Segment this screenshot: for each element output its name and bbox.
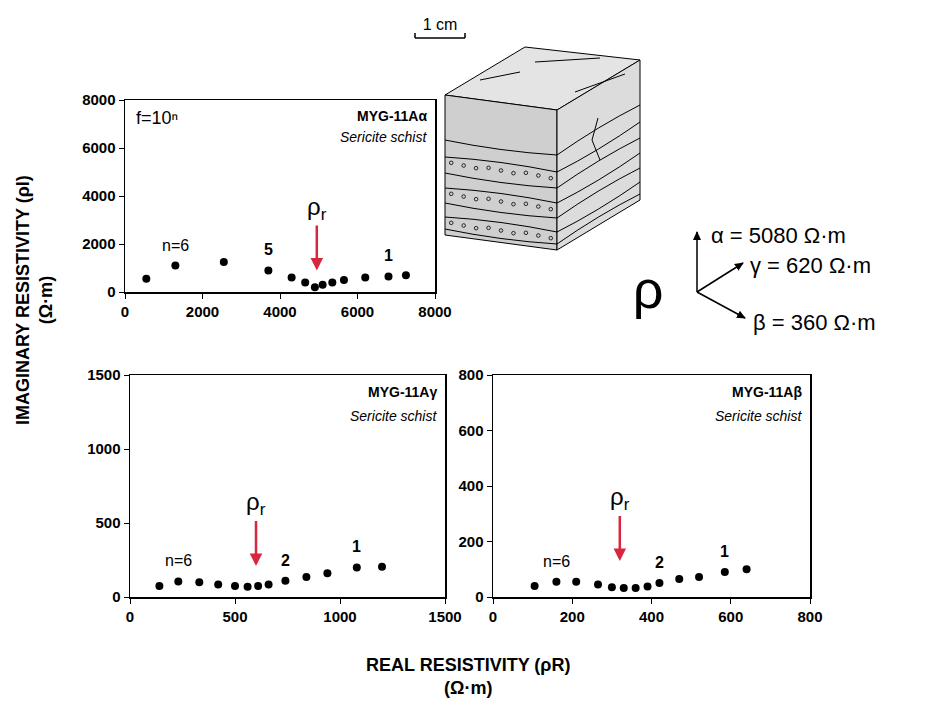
svg-text:0: 0 [107, 283, 115, 300]
svg-text:600: 600 [458, 422, 483, 439]
svg-text:0: 0 [112, 588, 120, 605]
svg-text:200: 200 [560, 608, 585, 625]
svg-text:γ = 620 Ω·m: γ = 620 Ω·m [750, 253, 871, 278]
svg-text:400: 400 [639, 608, 664, 625]
svg-text:8000: 8000 [82, 91, 115, 108]
svg-text:5: 5 [264, 241, 273, 258]
svg-text:2000: 2000 [186, 303, 219, 320]
svg-text:ρ​r​: ρ​r​ [307, 193, 327, 224]
svg-text:800: 800 [458, 366, 483, 383]
svg-text:0: 0 [489, 608, 497, 625]
svg-text:600: 600 [718, 608, 743, 625]
svg-text:2: 2 [655, 554, 664, 571]
svg-text:ρ​r​: ρ​r​ [610, 483, 630, 514]
svg-text:4000: 4000 [263, 303, 296, 320]
svg-text:α = 5080 Ω·m: α = 5080 Ω·m [711, 223, 846, 248]
svg-text:200: 200 [458, 533, 483, 550]
svg-text:Sericite schist: Sericite schist [340, 129, 427, 145]
svg-text:500: 500 [222, 608, 247, 625]
svg-text:4000: 4000 [82, 187, 115, 204]
svg-text:MYG-11Aγ: MYG-11Aγ [368, 384, 437, 400]
svg-text:ρ​r​: ρ​r​ [246, 488, 266, 519]
svg-text:0: 0 [126, 608, 134, 625]
svg-text:500: 500 [95, 514, 120, 531]
svg-text:8000: 8000 [418, 303, 451, 320]
svg-text:n=6: n=6 [543, 553, 570, 570]
svg-text:ρ: ρ [633, 259, 664, 319]
svg-text:IMAGINARY RESISTIVITY (ρI)(Ω·m: IMAGINARY RESISTIVITY (ρI)(Ω·m) [13, 175, 56, 425]
svg-text:800: 800 [797, 608, 822, 625]
svg-text:6000: 6000 [341, 303, 374, 320]
svg-text:0: 0 [121, 303, 129, 320]
svg-text:1: 1 [352, 538, 361, 555]
svg-text:1000: 1000 [323, 608, 356, 625]
svg-text:1500: 1500 [87, 366, 120, 383]
svg-text:400: 400 [458, 477, 483, 494]
svg-text:0: 0 [475, 588, 483, 605]
svg-text:6000: 6000 [82, 139, 115, 156]
svg-text:2000: 2000 [82, 235, 115, 252]
svg-text:n=6: n=6 [165, 552, 192, 569]
svg-text:n=6: n=6 [162, 237, 189, 254]
svg-text:1 cm: 1 cm [423, 16, 458, 33]
svg-text:REAL RESISTIVITY (ρR)(Ω·m): REAL RESISTIVITY (ρR)(Ω·m) [366, 655, 571, 698]
svg-text:1: 1 [720, 543, 729, 560]
svg-text:β = 360 Ω·m: β = 360 Ω·m [753, 310, 876, 335]
svg-text:1000: 1000 [87, 440, 120, 457]
svg-text:1500: 1500 [428, 608, 461, 625]
svg-text:MYG-11Aβ: MYG-11Aβ [732, 384, 802, 400]
svg-text:1: 1 [384, 247, 393, 264]
svg-text:f=10ⁿ: f=10ⁿ [136, 108, 178, 128]
svg-text:2: 2 [281, 552, 290, 569]
svg-text:Sericite schist: Sericite schist [350, 408, 437, 424]
svg-text:MYG-11Aα: MYG-11Aα [357, 108, 427, 124]
svg-text:Sericite schist: Sericite schist [715, 408, 802, 424]
